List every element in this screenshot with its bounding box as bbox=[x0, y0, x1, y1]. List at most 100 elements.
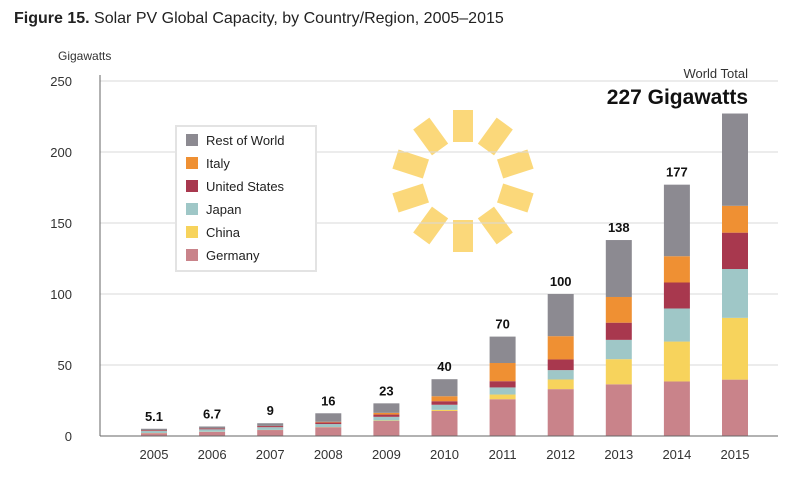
x-tick-label: 2009 bbox=[372, 447, 401, 462]
bar-segment-japan bbox=[489, 387, 516, 395]
legend-label: United States bbox=[206, 179, 285, 194]
x-tick-label: 2008 bbox=[314, 447, 343, 462]
bar-segment-germany bbox=[141, 433, 167, 436]
x-tick-label: 2006 bbox=[198, 447, 227, 462]
bar-segment-rest-of-world bbox=[315, 413, 342, 422]
figure-title: Figure 15. Solar PV Global Capacity, by … bbox=[14, 10, 504, 28]
y-tick-label: 50 bbox=[58, 358, 72, 373]
bar-segment-italy bbox=[489, 363, 516, 382]
bar-segment-china bbox=[431, 409, 458, 412]
bar-segment-united-states bbox=[199, 428, 226, 430]
figure-title-text: Solar PV Global Capacity, by Country/Reg… bbox=[94, 10, 504, 27]
bar-segment-italy bbox=[663, 256, 690, 283]
x-tick-label: 2012 bbox=[546, 447, 575, 462]
bar-segment-united-states bbox=[141, 430, 167, 432]
sun-ray bbox=[497, 183, 534, 213]
bar-segment-rest-of-world bbox=[199, 426, 226, 429]
legend-swatch bbox=[186, 203, 198, 215]
total-label: 5.1 bbox=[145, 409, 163, 424]
bar-segment-japan bbox=[431, 404, 458, 410]
world-total-label: World Total bbox=[683, 66, 748, 81]
total-label: 100 bbox=[550, 274, 572, 289]
bar-segment-rest-of-world bbox=[141, 428, 167, 431]
legend-label: Japan bbox=[206, 202, 241, 217]
bar-segment-japan bbox=[663, 308, 690, 342]
total-label: 9 bbox=[267, 403, 274, 418]
world-total-value: 227 Gigawatts bbox=[607, 86, 748, 109]
legend-box bbox=[175, 125, 317, 272]
legend-swatch bbox=[186, 134, 198, 146]
bar-segment-china bbox=[547, 379, 574, 390]
bar-segment-germany bbox=[199, 431, 226, 436]
bar-segment-united-states bbox=[315, 422, 342, 425]
bar-segment-rest-of-world bbox=[605, 240, 632, 297]
bar-segment-italy bbox=[605, 296, 632, 323]
bar-segment-japan bbox=[373, 416, 400, 421]
bar-segment-germany bbox=[605, 384, 632, 436]
bar-segment-germany bbox=[431, 411, 458, 436]
bar-segment-germany bbox=[373, 420, 400, 436]
bar-segment-united-states bbox=[257, 426, 284, 428]
bar-segment-italy bbox=[722, 205, 748, 233]
x-tick-label: 2013 bbox=[604, 447, 633, 462]
bar-segment-japan bbox=[199, 429, 226, 432]
bar-segment-germany bbox=[257, 430, 284, 436]
sun-ray bbox=[477, 206, 513, 245]
bar-segment-japan bbox=[605, 339, 632, 360]
total-label: 16 bbox=[321, 393, 335, 408]
total-labels: 5.1 6.7 9 16 23 40 70 100 138 177 bbox=[145, 165, 688, 424]
y-tick-label: 150 bbox=[50, 216, 72, 231]
total-label: 70 bbox=[495, 317, 509, 332]
y-tick-label: 200 bbox=[50, 145, 72, 160]
bar-segment-united-states bbox=[605, 322, 632, 340]
bar-segment-japan bbox=[257, 427, 284, 430]
y-tick-label: 250 bbox=[50, 74, 72, 89]
bar-segment-italy bbox=[373, 412, 400, 415]
bar-segment-germany bbox=[315, 427, 342, 436]
bar-segment-germany bbox=[547, 389, 574, 436]
legend-swatch bbox=[186, 157, 198, 169]
bar-segment-united-states bbox=[722, 232, 748, 270]
x-tick-label: 2011 bbox=[489, 447, 517, 462]
bar-segment-united-states bbox=[547, 359, 574, 371]
bar-segment-rest-of-world bbox=[373, 403, 400, 413]
sun-ray bbox=[453, 110, 473, 142]
y-tick-label: 0 bbox=[65, 429, 72, 444]
bar-segment-italy bbox=[547, 336, 574, 360]
sun-ray bbox=[477, 117, 513, 156]
bar-segment-japan bbox=[141, 431, 167, 434]
sun-ray bbox=[453, 220, 473, 252]
sun-ray bbox=[392, 183, 429, 213]
bars bbox=[141, 113, 748, 436]
bar-segment-china bbox=[722, 317, 748, 380]
bar-segment-rest-of-world bbox=[489, 336, 516, 364]
total-label: 138 bbox=[608, 220, 630, 235]
legend-swatch bbox=[186, 226, 198, 238]
sun-ray bbox=[413, 206, 449, 245]
bar-segment-rest-of-world bbox=[722, 113, 748, 206]
legend-label: Germany bbox=[206, 248, 260, 263]
x-tick-label: 2007 bbox=[256, 447, 285, 462]
legend: Rest of World Italy United States Japan Chin… bbox=[175, 125, 317, 272]
x-tick-label: 2015 bbox=[721, 447, 750, 462]
x-tick-label: 2014 bbox=[662, 447, 691, 462]
sun-ray bbox=[497, 149, 534, 179]
bar-segment-germany bbox=[663, 381, 690, 436]
bar-segment-united-states bbox=[663, 282, 690, 309]
bar-segment-japan bbox=[722, 269, 748, 318]
total-label: 23 bbox=[379, 383, 393, 398]
bar-segment-rest-of-world bbox=[547, 294, 574, 337]
y-tick-label: 100 bbox=[50, 287, 72, 302]
y-axis: 0 50 100 150 200 250 bbox=[50, 74, 101, 444]
y-axis-label: Gigawatts bbox=[58, 49, 111, 63]
legend-label: Rest of World bbox=[206, 133, 285, 148]
legend-label: China bbox=[206, 225, 241, 240]
sun-ray bbox=[392, 149, 429, 179]
x-axis: 2005 2006 2007 2008 2009 2010 2011 2012 2013 2014… bbox=[100, 435, 778, 462]
legend-swatch bbox=[186, 180, 198, 192]
total-label: 40 bbox=[437, 359, 451, 374]
sun-icon bbox=[392, 110, 534, 252]
total-label: 177 bbox=[666, 165, 688, 180]
bar-segment-rest-of-world bbox=[431, 379, 458, 397]
